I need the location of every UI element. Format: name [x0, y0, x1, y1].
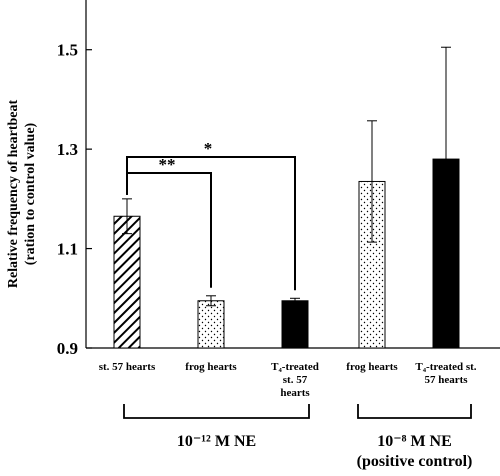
category-label: st. 57 hearts	[99, 361, 156, 373]
category-label: frog hearts	[346, 361, 398, 373]
bar	[113, 215, 141, 349]
significance-marker: **	[159, 155, 176, 174]
bars	[113, 46, 460, 349]
category-label: T₄-treated st. 57 hearts	[415, 361, 476, 386]
group-bracket	[123, 404, 310, 419]
bar	[281, 300, 309, 349]
axes: 0.9 1.1 1.3 1.5 Relative frequency of heartb…	[6, 0, 500, 358]
significance-marker: *	[204, 139, 213, 158]
group-label: 10⁻⁸ M NE	[377, 433, 452, 450]
bar	[197, 300, 225, 349]
group-brackets: 10⁻¹² M NE 10⁻⁸ M NE (positive control)	[123, 404, 473, 470]
significance-annotations: ***	[126, 139, 296, 291]
group-label: 10⁻¹² M NE	[177, 433, 256, 450]
y-tick-label: 1.5	[57, 41, 78, 60]
group-bracket	[357, 404, 472, 419]
y-tick-label: 1.3	[57, 140, 78, 159]
y-axis-sublabel: (ration to control value)	[23, 122, 38, 265]
significance-bracket	[126, 156, 296, 291]
y-tick-label: 1.1	[57, 240, 78, 259]
category-labels: st. 57 hearts frog hearts T₄-treated st. 57…	[99, 361, 477, 399]
group-label: (positive control)	[357, 453, 473, 470]
category-label: frog hearts	[185, 361, 237, 373]
category-label: T₄-treated st. 57 hearts	[271, 361, 319, 399]
y-tick-label: 0.9	[57, 339, 78, 358]
y-axis-label: Relative frequency of heartbeat	[6, 100, 21, 289]
